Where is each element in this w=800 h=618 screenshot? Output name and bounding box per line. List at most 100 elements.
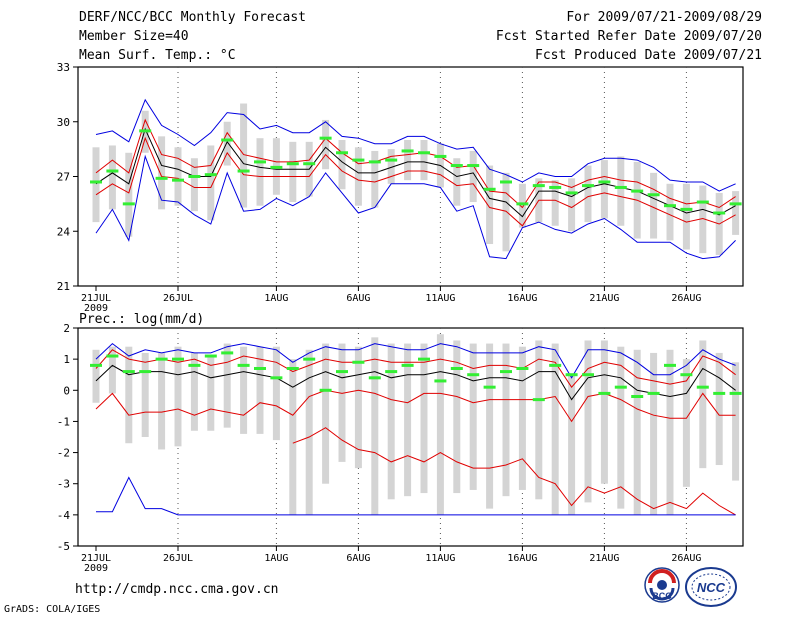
temp-observed-marker	[532, 184, 545, 188]
temp-observed-marker	[106, 169, 119, 173]
grads-credit: GrADS: COLA/IGES	[4, 604, 101, 615]
prec-observed-marker	[204, 354, 217, 358]
prec-x-tick-label: 11AUG	[425, 553, 455, 564]
prec-x-tick-label: 21JUL	[81, 553, 111, 564]
temp-x-tick-label: 26JUL	[163, 293, 193, 304]
prec-observed-marker	[221, 351, 234, 355]
prec-observed-marker	[614, 385, 627, 389]
prec-y-tick-label: 2	[63, 322, 70, 335]
forecast-produced-date: Fcst Produced Date 2009/07/21	[535, 48, 762, 63]
prec-observed-marker	[582, 373, 594, 377]
prec-spread-box	[453, 340, 461, 494]
temp-observed-marker	[696, 200, 709, 204]
prec-spread-box	[371, 337, 379, 515]
temp-ensemble-mean-line	[95, 127, 736, 218]
prec-spread-box	[666, 349, 674, 515]
temp-observed-marker	[385, 158, 398, 162]
prec-spread-box	[568, 374, 576, 515]
temp-y-tick-label: 33	[57, 61, 70, 74]
prec-observed-marker	[368, 376, 381, 380]
prec-spread-box	[518, 346, 526, 490]
prec-x-tick-label: 26AUG	[671, 553, 701, 564]
temp-y-tick-label: 24	[57, 225, 71, 238]
temp-observed-marker	[352, 158, 365, 162]
temp-observed-marker	[565, 191, 578, 195]
prec-spread-box	[272, 346, 280, 441]
prec-spread-box	[404, 343, 412, 497]
prec-observed-marker	[450, 366, 463, 370]
prec-spread-box	[420, 343, 428, 494]
prec-observed-marker	[483, 385, 496, 389]
prec-spread-box	[486, 343, 494, 509]
prec-observed-marker	[516, 366, 529, 370]
temp-observed-marker	[582, 184, 594, 188]
prec-spread-box	[732, 362, 740, 481]
temp-x-tick-label: 1AUG	[264, 293, 288, 304]
prec-x-tick-label: 26JUL	[163, 553, 193, 564]
temp-observed-marker	[713, 211, 726, 215]
temp-observed-marker	[155, 176, 168, 180]
prec-spread-box	[190, 352, 198, 431]
temp-x-tick-label: 21AUG	[589, 293, 619, 304]
temp-spread-box	[92, 147, 100, 223]
prec-spread-box	[715, 352, 723, 466]
prec-observed-marker	[500, 370, 512, 374]
prec-plot-frame	[77, 327, 744, 547]
temp-observed-marker	[680, 207, 693, 211]
temp-observed-marker	[516, 202, 529, 206]
temp-observed-marker	[500, 180, 512, 184]
source-url[interactable]: http://cmdp.ncc.cma.gov.cn	[75, 582, 279, 597]
prec-spread-box	[469, 343, 477, 490]
prec-ensemble-max-line	[95, 342, 736, 379]
prec-spread-box	[256, 346, 264, 434]
prec-y-tick-label: -2	[57, 447, 70, 460]
prec-spread-box	[289, 359, 297, 515]
temp-panel: 21 24 27 30 33 21JUL 26JUL 1AUG 6AUG 11AUG 16AUG 21…	[57, 61, 744, 314]
temp-observed-marker	[467, 164, 480, 168]
temp-spread-box	[682, 183, 690, 250]
temp-spread-box	[371, 150, 379, 208]
temp-x-tick-label: 21JUL	[81, 293, 111, 304]
prec-observed-marker	[549, 363, 562, 367]
prec-observed-marker	[598, 391, 611, 395]
prec-spread-box	[92, 349, 100, 403]
prec-spread-box	[584, 340, 592, 503]
prec-x-tick-label: 21AUG	[589, 553, 619, 564]
prec-observed-marker	[434, 379, 447, 383]
temp-spread-box	[551, 180, 559, 226]
temp-observed-marker	[614, 185, 627, 189]
temp-spread-box	[600, 160, 608, 219]
temp-observed-marker	[237, 169, 250, 173]
temp-spread-box	[158, 136, 166, 210]
temp-ensemble-min-line	[95, 154, 736, 260]
prec-y-tick-label: 1	[63, 353, 70, 366]
temp-spread-box	[584, 165, 592, 223]
prec-y-tick-label: -4	[57, 509, 71, 522]
prec-observed-marker	[467, 373, 480, 377]
prec-observed-marker	[286, 366, 299, 370]
prec-observed-marker	[680, 373, 693, 377]
prec-observed-marker	[631, 395, 644, 399]
temp-spread-box	[666, 183, 674, 241]
prec-spread-box	[682, 359, 690, 487]
prec-spread-box	[207, 356, 215, 431]
prec-spread-box	[174, 346, 182, 447]
ncc-logo: NCC	[685, 567, 737, 607]
temp-spread-box	[108, 145, 116, 210]
temp-observed-marker	[172, 178, 184, 182]
temp-spread-box	[732, 191, 740, 235]
temp-observed-marker	[418, 151, 430, 155]
bcc-logo: BCC	[644, 567, 680, 603]
prec-observed-marker	[254, 366, 266, 370]
temp-x-tick-label: 6AUG	[346, 293, 370, 304]
prec-observed-marker	[336, 370, 348, 374]
temp-observed-marker	[286, 162, 299, 166]
temp-observed-marker	[319, 136, 332, 140]
temp-spread-box	[125, 152, 133, 237]
forecast-period: For 2009/07/21-2009/08/29	[566, 10, 762, 25]
temp-spread-box	[469, 150, 477, 203]
prec-spread-box	[617, 346, 625, 509]
temp-spread-box	[354, 147, 362, 206]
temp-observed-marker	[122, 202, 135, 206]
prec-y-tick-label: -5	[57, 540, 70, 553]
